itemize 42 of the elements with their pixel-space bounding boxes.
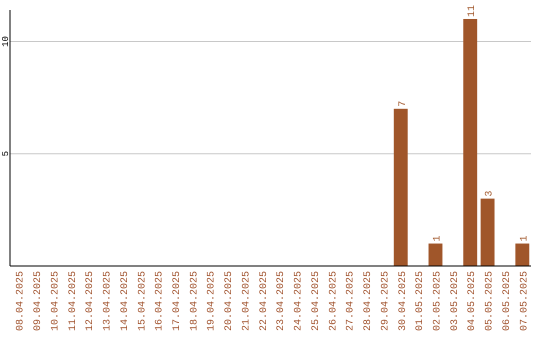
data-label: 3: [484, 190, 496, 197]
x-tick-label: 21.04.2025: [241, 271, 252, 332]
x-tick-label: 16.04.2025: [154, 271, 166, 332]
data-label: 7: [398, 100, 409, 107]
x-tick-label: 13.04.2025: [102, 271, 114, 332]
x-tick-label: 01.05.2025: [415, 271, 426, 332]
bar: [394, 108, 408, 266]
x-tick-label: 28.04.2025: [363, 271, 374, 332]
data-label: 1: [519, 236, 530, 242]
bar: [463, 18, 478, 266]
x-tick-label: 18.04.2025: [189, 271, 200, 332]
x-tick-label: 11.04.2025: [68, 271, 79, 332]
x-tick-label: 14.04.2025: [120, 271, 131, 332]
x-tick-label: 09.04.2025: [33, 271, 44, 332]
x-tick-label: 24.04.2025: [294, 271, 305, 332]
x-tick-label: 30.04.2025: [398, 271, 409, 332]
x-tick-label: 06.05.2025: [502, 271, 513, 332]
x-tick-label: 07.05.2025: [519, 271, 530, 332]
bar: [428, 244, 442, 266]
x-tick-label: 17.04.2025: [172, 271, 183, 332]
x-tick-label: 26.04.2025: [328, 271, 340, 332]
x-tick-label: 23.04.2025: [276, 271, 288, 332]
x-tick-label: 10.04.2025: [50, 271, 62, 332]
x-tick-label: 12.04.2025: [85, 271, 96, 332]
y-tick-label: 5: [1, 151, 11, 156]
x-tick-label: 15.04.2025: [137, 271, 148, 332]
x-tick-label: 27.04.2025: [346, 271, 357, 332]
x-tick-label: 22.04.2025: [258, 271, 270, 332]
x-tick-label: 02.05.2025: [432, 271, 444, 332]
data-label: 1: [432, 236, 444, 242]
x-tick-label: 04.05.2025: [467, 271, 478, 332]
x-tick-label: 05.05.2025: [484, 271, 496, 332]
data-label: 11: [467, 4, 478, 17]
x-tick-label: 25.04.2025: [310, 271, 322, 332]
bar: [515, 244, 530, 266]
x-tick-label: 03.05.2025: [450, 271, 461, 332]
x-tick-label: 29.04.2025: [380, 271, 392, 332]
y-tick-label: 10: [1, 36, 11, 47]
x-tick-label: 20.04.2025: [224, 271, 236, 332]
x-tick-label: 08.04.2025: [16, 271, 27, 332]
x-tick-label: 19.04.2025: [206, 271, 218, 332]
bar: [480, 198, 495, 266]
